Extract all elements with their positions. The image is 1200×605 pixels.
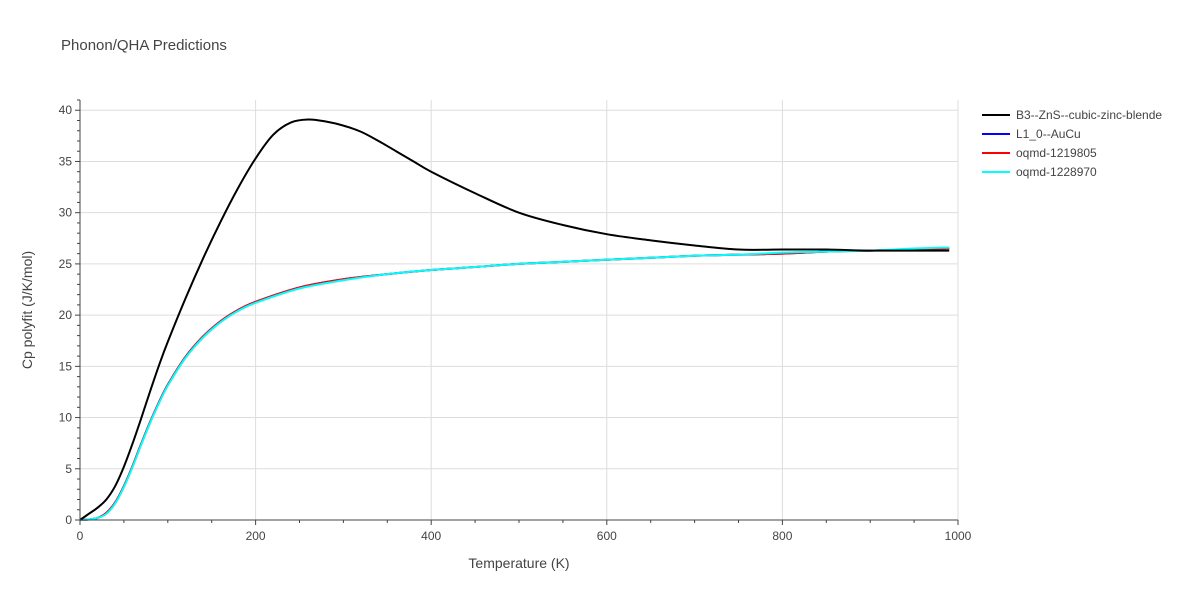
y-axis-title: Cp polyfit (J/K/mol) — [19, 251, 35, 369]
series-line-l1-0-aucu — [79, 247, 950, 521]
legend-item-oqmd-1219805[interactable]: oqmd-1219805 — [982, 146, 1097, 160]
x-tick-label: 400 — [421, 529, 441, 543]
y-tick-label: 35 — [59, 154, 73, 168]
legend-item-l1-0-aucu[interactable]: L1_0--AuCu — [982, 127, 1081, 141]
legend-label: oqmd-1219805 — [1016, 146, 1097, 160]
x-tick-label: 0 — [77, 529, 84, 543]
axes: 0 200 400 600 800 1000 0 5 10 15 20 25 30 35 40 — [59, 99, 972, 543]
y-tick-label: 0 — [65, 513, 72, 527]
x-tick-label: 600 — [597, 529, 617, 543]
grid — [80, 100, 959, 520]
legend-label: B3--ZnS--cubic-zinc-blende — [1016, 108, 1162, 122]
y-tick-label: 40 — [59, 103, 73, 117]
x-tick-label: 1000 — [945, 529, 972, 543]
y-tick-label: 25 — [59, 257, 73, 271]
x-tick-label: 200 — [246, 529, 266, 543]
y-tick-label: 5 — [65, 462, 72, 476]
legend-item-b3-zns-cubic-zinc-blende[interactable]: B3--ZnS--cubic-zinc-blende — [982, 108, 1162, 122]
series-lines — [79, 118, 950, 521]
legend-label: oqmd-1228970 — [1016, 165, 1097, 179]
series-line-b3-zns-cubic-zinc-blende — [79, 118, 950, 521]
chart-title: Phonon/QHA Predictions — [61, 37, 227, 54]
y-tick-label: 30 — [59, 206, 73, 220]
y-tick-label: 15 — [59, 359, 73, 373]
y-tick-label: 10 — [59, 411, 73, 425]
legend-item-oqmd-1228970[interactable]: oqmd-1228970 — [982, 165, 1097, 179]
legend-label: L1_0--AuCu — [1016, 127, 1081, 141]
series-line-oqmd-1219805 — [79, 247, 950, 521]
series-line-oqmd-1228970 — [79, 246, 950, 521]
legend[interactable]: B3--ZnS--cubic-zinc-blende L1_0--AuCuoqmd… — [982, 108, 1162, 179]
y-tick-label: 20 — [59, 308, 73, 322]
x-axis-title: Temperature (K) — [468, 555, 569, 571]
x-tick-label: 800 — [772, 529, 792, 543]
